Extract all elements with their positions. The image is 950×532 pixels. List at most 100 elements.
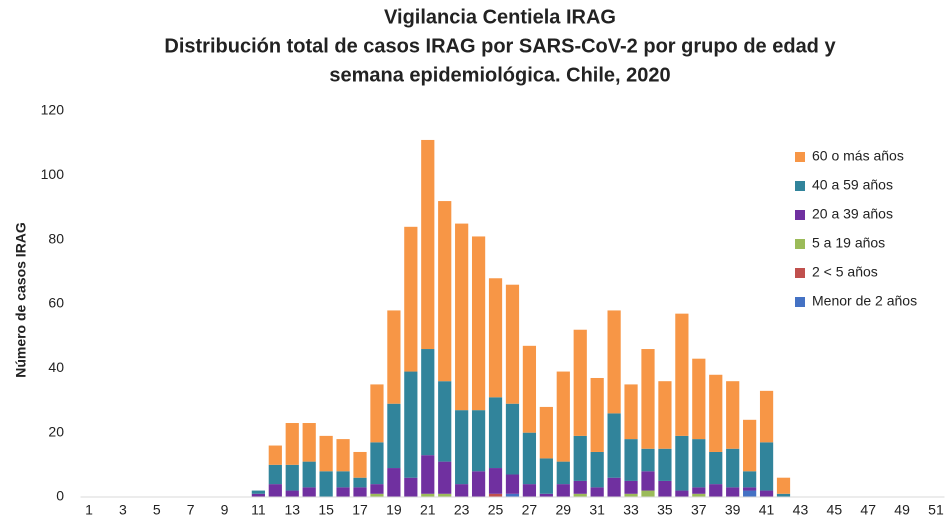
bar-segment <box>658 480 672 497</box>
bar-segment <box>488 468 503 494</box>
bar-segment <box>709 374 723 452</box>
bar-segment <box>471 236 486 411</box>
bar-segment <box>675 435 689 491</box>
y-tick-label: 40 <box>48 359 64 375</box>
bar-segment <box>488 278 503 398</box>
bar-segment <box>285 464 299 491</box>
legend-swatch <box>795 239 805 249</box>
x-tick-label: 25 <box>488 502 504 518</box>
bar-segment <box>743 490 757 497</box>
bar-segment <box>387 403 401 469</box>
y-tick-label: 20 <box>48 423 64 439</box>
bar-segment <box>370 484 384 494</box>
x-tick-label: 11 <box>251 502 266 518</box>
chart-title: Distribución total de casos IRAG por SAR… <box>164 35 836 57</box>
bar-segment <box>438 201 452 382</box>
bar-segment <box>353 487 367 497</box>
bar-segment <box>590 377 604 452</box>
bar-segment <box>573 493 587 497</box>
bar-segment <box>675 490 689 497</box>
y-axis-title: Número de casos IRAG <box>13 222 29 378</box>
bar-segment <box>776 493 791 497</box>
bar-segment <box>624 439 638 481</box>
chart-title: Vigilancia Centiela IRAG <box>384 6 616 28</box>
bar-segment <box>726 448 740 488</box>
bar-segment <box>709 484 723 497</box>
bar-segment <box>302 487 316 497</box>
x-tick-label: 17 <box>352 502 368 518</box>
bar-segment <box>336 487 350 497</box>
bar-segment <box>573 329 587 436</box>
bar-segment <box>488 493 503 497</box>
x-tick-label: 41 <box>759 502 775 518</box>
chart-title: semana epidemiológica. Chile, 2020 <box>329 64 670 86</box>
bar-segment <box>404 477 418 497</box>
bar-segment <box>556 484 570 497</box>
bar-segment <box>421 493 435 497</box>
x-tick-label: 47 <box>860 502 876 518</box>
bar-segment <box>370 442 384 485</box>
x-tick-label: 5 <box>153 502 161 518</box>
legend-swatch <box>795 181 805 191</box>
x-tick-label: 37 <box>691 502 707 518</box>
bar-segment <box>607 413 621 478</box>
bar-segment <box>455 410 469 485</box>
bar-segment <box>658 448 672 481</box>
bar-segment <box>251 490 265 494</box>
bar-segment <box>251 493 265 497</box>
bar-segment <box>370 384 384 443</box>
bar-segment <box>759 390 774 443</box>
bar-segment <box>268 464 282 485</box>
legend-label: 2 < 5 años <box>812 264 878 280</box>
y-tick-label: 100 <box>41 166 65 182</box>
legend-label: 40 a 59 años <box>812 177 893 193</box>
bar-segment <box>641 448 655 472</box>
legend-swatch <box>795 210 805 220</box>
bar-segment <box>488 397 503 469</box>
x-tick-label: 31 <box>589 502 605 518</box>
y-tick-label: 60 <box>48 295 64 311</box>
bar-segment <box>471 410 486 472</box>
x-tick-label: 23 <box>454 502 470 518</box>
bar-segment <box>709 451 723 485</box>
bar-segment <box>776 477 791 494</box>
bar-segment <box>539 458 553 494</box>
bar-segment <box>438 461 452 494</box>
legend-swatch <box>795 152 805 162</box>
legend-swatch <box>795 268 805 278</box>
bar-segment <box>522 484 537 497</box>
bar-segment <box>590 451 604 488</box>
legend-swatch <box>795 297 805 307</box>
bar-segment <box>607 477 621 497</box>
bar-segment <box>590 487 604 497</box>
bar-segment <box>421 139 435 350</box>
bar-segment <box>268 484 282 497</box>
bar-segment <box>539 406 553 459</box>
x-tick-label: 43 <box>793 502 809 518</box>
x-tick-label: 7 <box>187 502 195 518</box>
y-tick-label: 80 <box>48 230 64 246</box>
bar-segment <box>759 490 774 497</box>
bar-segment <box>353 477 367 488</box>
x-tick-label: 15 <box>318 502 334 518</box>
bar-segment <box>624 384 638 440</box>
bar-segment <box>302 423 316 462</box>
bar-segment <box>370 493 384 497</box>
y-tick-label: 120 <box>41 102 65 118</box>
bar-segment <box>455 484 469 497</box>
bar-segment <box>505 284 520 404</box>
bar-segment <box>743 487 757 491</box>
bar-segment <box>641 471 655 491</box>
x-tick-label: 39 <box>725 502 741 518</box>
bar-segment <box>607 310 621 414</box>
x-tick-label: 1 <box>85 502 93 518</box>
bar-segment <box>387 468 401 497</box>
bar-segment <box>404 226 418 372</box>
bar-segment <box>404 371 418 478</box>
y-tick-label: 0 <box>56 488 64 504</box>
bar-segment <box>573 435 587 481</box>
bar-segment <box>556 371 570 462</box>
bar-segment <box>421 455 435 494</box>
bar-segment <box>319 435 333 472</box>
